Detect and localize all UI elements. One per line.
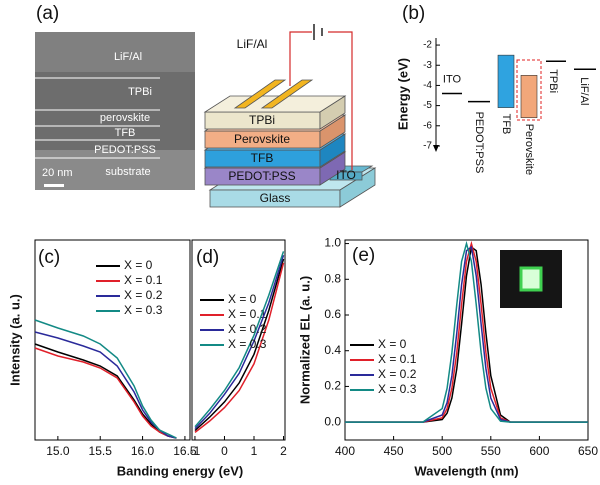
tem-layer [35, 32, 195, 72]
y-axis-label: Normalized EL (a. u.) [297, 276, 312, 404]
level-label: PEDOT:PSS [473, 112, 485, 174]
level-label: LiF/Al [578, 77, 590, 105]
panel-label: (d) [196, 247, 219, 268]
legend-label: X = 0.1 [228, 307, 267, 321]
tem-label: TPBi [128, 86, 152, 98]
tem-label: PEDOT:PSS [94, 144, 156, 156]
band [520, 75, 538, 119]
layer-label: ITO [336, 168, 356, 182]
panel-label: (a) [36, 3, 59, 24]
panel-label: (e) [352, 245, 375, 266]
legend-label: X = 0 [378, 337, 407, 351]
y-tick-label: 1.0 [324, 236, 341, 250]
y-axis-label: Intensity (a. u.) [7, 294, 22, 386]
level-label: TPBi [547, 69, 559, 93]
y-tick-label: 0.8 [324, 271, 341, 285]
legend-label: X = 0.1 [378, 352, 417, 366]
plot-frame [34, 239, 191, 441]
x-tick-label: 15.5 [89, 444, 113, 458]
y-tick-label: -4 [423, 80, 432, 91]
x-tick-label: 1 [251, 444, 258, 458]
legend-label: X = 0 [228, 292, 257, 306]
tem-label: LiF/Al [114, 51, 142, 63]
x-tick-label: 650 [578, 444, 598, 458]
x-tick-label: 450 [384, 444, 404, 458]
line-series [34, 319, 177, 439]
tem-boundaries [35, 77, 160, 159]
x-tick-label: 2 [280, 444, 287, 458]
x-tick-label: 500 [432, 444, 452, 458]
y-tick-label: -7 [423, 141, 432, 152]
x-tick-label: 16.5 [173, 444, 197, 458]
battery [313, 24, 323, 40]
layer-label: PEDOT:PSS [228, 169, 295, 183]
layer-label: TFB [251, 151, 274, 165]
tem-label: TFB [115, 127, 136, 139]
line-series [345, 245, 588, 423]
y-tick-label: 0.2 [324, 379, 341, 393]
line-series [194, 254, 285, 430]
legend-label: X = 0.1 [124, 273, 163, 287]
legend-label: X = 0.2 [378, 367, 417, 381]
line-series [345, 240, 588, 423]
line-series [194, 262, 285, 433]
highlight-box [516, 59, 542, 121]
x-tick-label: 0 [221, 444, 228, 458]
legend-label: X = 0.3 [124, 303, 163, 317]
inset-emission [519, 266, 543, 292]
line-series [194, 258, 285, 432]
device-schematic [203, 79, 377, 208]
wires [289, 31, 353, 170]
panel-label: (c) [38, 247, 60, 268]
x-tick-label: -1 [190, 444, 201, 458]
band-label: Perovskite [523, 124, 535, 175]
scale-bar [44, 184, 64, 187]
x-tick-label: 16.0 [131, 444, 155, 458]
tem-label: substrate [105, 166, 150, 178]
y-tick-label: 0.6 [324, 307, 341, 321]
y-tick-label: 0.4 [324, 343, 341, 357]
line-series [345, 245, 588, 423]
band-label: TFB [500, 114, 512, 135]
band [497, 54, 515, 108]
level-label: ITO [443, 73, 462, 85]
y-tick-label: 0.0 [324, 414, 341, 428]
panel-label: (b) [402, 3, 425, 24]
axis-arrow [433, 145, 439, 152]
x-axis-label: Wavelength (nm) [414, 463, 518, 478]
x-tick-label: 400 [335, 444, 355, 458]
y-tick-label: -3 [423, 60, 432, 71]
line-series [194, 251, 285, 428]
x-axis-label: Banding energy (eV) [117, 463, 243, 478]
y-tick-label: -6 [423, 120, 432, 131]
legend-label: X = 0.3 [378, 382, 417, 396]
layer-label: Perovskite [234, 132, 290, 146]
layer-label: TPBi [249, 113, 275, 127]
x-tick-label: 15.0 [46, 444, 70, 458]
scale-label: 20 nm [42, 167, 73, 179]
plot-frame [191, 239, 286, 441]
y-tick-label: -2 [423, 40, 432, 51]
y-axis-label: Energy (eV) [395, 58, 410, 130]
x-tick-label: 600 [529, 444, 549, 458]
tem-layer [35, 150, 195, 190]
x-tick-label: 550 [481, 444, 501, 458]
plot-frame [344, 239, 589, 441]
legend-label: X = 0 [124, 258, 153, 272]
layer-label: LiF/Al [237, 37, 268, 51]
layer-label: Glass [260, 191, 291, 205]
legend-label: X = 0.2 [228, 322, 267, 336]
tem-label: perovskite [100, 112, 150, 124]
y-tick-label: -5 [423, 100, 432, 111]
legend-label: X = 0.3 [228, 337, 267, 351]
legend-label: X = 0.2 [124, 288, 163, 302]
line-series [34, 347, 177, 439]
